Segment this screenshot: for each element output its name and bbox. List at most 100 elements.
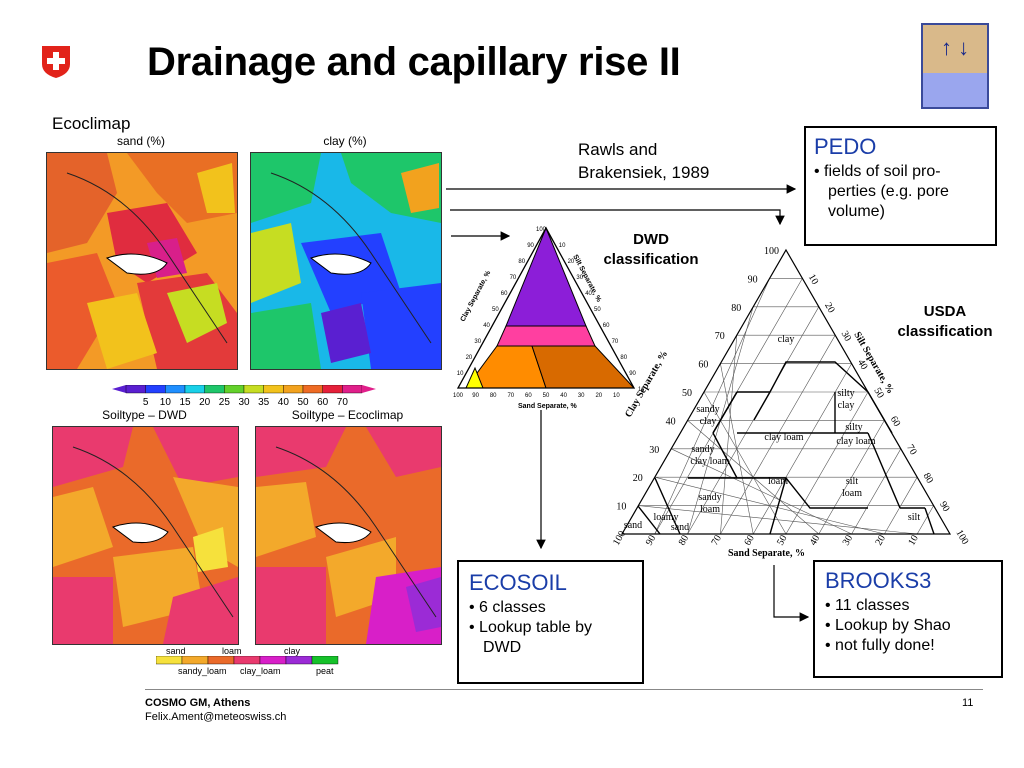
soil-legend: sand loam clay sandy_loam clay_loam peat <box>156 646 346 676</box>
usda-tick-left: 50 <box>682 388 692 399</box>
dwd-tick-right: 30 <box>576 275 583 281</box>
pedo-title: PEDO <box>814 134 877 159</box>
dwd-region-clay <box>505 226 587 327</box>
dwd-tick-bottom: 40 <box>560 393 567 399</box>
usda-class-label-loamy-sand-2: sand <box>671 522 689 533</box>
usda-tick-bottom: 30 <box>841 533 856 547</box>
usda-tick-bottom: 40 <box>808 533 823 547</box>
usda-tick-right: 40 <box>855 358 870 372</box>
usda-tick-left: 40 <box>666 416 676 427</box>
pedo-box: PEDO fields of soil pro-perties (e.g. po… <box>804 126 997 246</box>
brooks-item: not fully done! <box>825 636 991 656</box>
usda-clay-axis-label: Clay Separate, % <box>623 349 670 420</box>
usda-class-label-sandy-loam-2: loam <box>700 504 720 515</box>
pedo-item: fields of soil pro-perties (e.g. pore vo… <box>814 162 987 222</box>
dwd-tick-right: 90 <box>629 371 636 377</box>
legend-label-clay-loam: clay_loam <box>240 666 281 676</box>
dwd-tick-right: 80 <box>620 355 627 361</box>
dwd-sand-axis-label: Sand Separate, % <box>518 403 578 410</box>
usda-tick-right: 90 <box>937 500 952 514</box>
dwd-tick-bottom: 50 <box>543 393 550 399</box>
usda-tick-right: 100 <box>953 528 970 546</box>
colorbar-tick-label: 20 <box>199 397 211 407</box>
dwd-tick-left: 100 <box>536 227 547 233</box>
colorbar-tick-label: 25 <box>219 397 231 407</box>
dwd-tick-bottom: 90 <box>472 393 479 399</box>
arrow-down-icon: ↓ <box>958 35 970 60</box>
dwd-tick-right: 100 <box>638 387 644 393</box>
dwd-tick-left: 90 <box>527 243 534 249</box>
dwd-tick-right: 70 <box>612 339 619 345</box>
usda-tick-left: 30 <box>649 445 659 456</box>
usda-triangle-diagram: 100 90 80 70 60 50 40 30 20 10 10 20 30 40 50 60 70 80 90 1… <box>600 238 970 560</box>
legend-label-sand: sand <box>166 646 186 656</box>
dwd-label: DWD classification <box>603 231 699 268</box>
usda-sand-axis-label: Sand Separate, % <box>728 548 805 559</box>
soiltype-eco-title: Soiltype – Ecoclimap <box>291 408 404 422</box>
usda-tick-left: 70 <box>715 331 725 342</box>
usda-tick-bottom: 50 <box>775 533 790 547</box>
usda-class-label-sandy-clay-loam-1: sandy <box>691 444 714 455</box>
dwd-region-pink <box>496 325 596 347</box>
dwd-tick-left: 80 <box>518 259 525 265</box>
usda-class-label-sandy-clay-1: sandy <box>696 404 719 415</box>
sand-map-title: sand (%) <box>116 134 166 148</box>
page-number: 11 <box>962 697 974 709</box>
dwd-tick-right: 40 <box>585 291 592 297</box>
brooks-item: Lookup by Shao <box>825 616 991 636</box>
usda-label: USDA classification <box>897 303 993 340</box>
usda-tick-left: 80 <box>731 303 741 314</box>
usda-tick-right: 20 <box>822 301 837 315</box>
arrow-up-icon: ↑ <box>940 35 952 60</box>
brooks-list: 11 classes Lookup by Shao not fully done… <box>825 596 991 656</box>
usda-tick-bottom: 70 <box>709 533 724 547</box>
colorbar-tick-label: 60 <box>317 397 329 407</box>
usda-tick-right: 70 <box>904 443 919 457</box>
soiltype-dwd-map <box>52 426 239 645</box>
usda-tick-right: 30 <box>839 329 854 343</box>
dwd-triangle-diagram: 100 100 100 90 90 90 80 80 80 70 70 70 60 60 60 50 50 50 4… <box>448 222 649 412</box>
footer-event: COSMO GM, Athens <box>145 697 251 709</box>
usda-class-label-loam: loam <box>768 476 788 487</box>
legend-label-clay: clay <box>284 646 301 656</box>
brooks-box: BROOKS3 11 classes Lookup by Shao not fu… <box>813 560 1003 678</box>
dwd-tick-right: 60 <box>603 323 610 329</box>
usda-tick-left: 100 <box>764 246 779 257</box>
usda-class-label-silty-clay-loam-2: clay loam <box>836 436 875 447</box>
colorbar-left-arrow <box>112 385 126 393</box>
usda-class-label-sand: sand <box>624 520 642 531</box>
usda-class-label-silty-clay-2: clay <box>838 400 855 411</box>
colorbar-tick-label: 15 <box>179 397 191 407</box>
usda-tick-right: 60 <box>888 414 903 428</box>
footer-divider <box>145 689 983 690</box>
dwd-tick-left: 10 <box>457 371 464 377</box>
usda-tick-right: 50 <box>871 386 886 400</box>
colorbar-tick-label: 70 <box>337 397 349 407</box>
dwd-tick-left: 40 <box>483 323 490 329</box>
swiss-cross-icon <box>40 44 72 80</box>
soiltype-dwd-title: Soiltype – DWD <box>102 408 187 422</box>
usda-class-label-sandy-clay-loam-2: clay loam <box>690 456 729 467</box>
colorbar-tick-label: 5 <box>143 397 149 407</box>
dwd-tick-right: 50 <box>594 307 601 313</box>
colorbar-tick-label: 10 <box>160 397 172 407</box>
usda-tick-left: 20 <box>633 473 643 484</box>
dwd-tick-bottom: 20 <box>595 393 602 399</box>
dwd-tick-bottom: 100 <box>453 393 464 399</box>
usda-tick-left: 90 <box>748 274 758 285</box>
legend-label-loam: loam <box>222 646 242 656</box>
usda-tick-bottom: 90 <box>644 533 659 547</box>
dwd-tick-left: 20 <box>466 355 473 361</box>
ecoclimap-label: Ecoclimap <box>52 114 131 133</box>
usda-class-label-silt-loam-1: silt <box>846 476 858 487</box>
soil-layers-icon: ↑ ↓ <box>921 23 989 109</box>
legend-label-sandy-loam: sandy_loam <box>178 666 227 676</box>
usda-tick-left: 10 <box>616 502 626 513</box>
colorbar: 5 10 15 20 25 30 35 40 50 60 70 <box>112 384 376 408</box>
dwd-tick-left: 30 <box>474 339 481 345</box>
clay-map-title: clay (%) <box>323 134 367 148</box>
colorbar-tick-label: 30 <box>238 397 250 407</box>
usda-tick-left: 60 <box>698 360 708 371</box>
legend-label-peat: peat <box>316 666 334 676</box>
